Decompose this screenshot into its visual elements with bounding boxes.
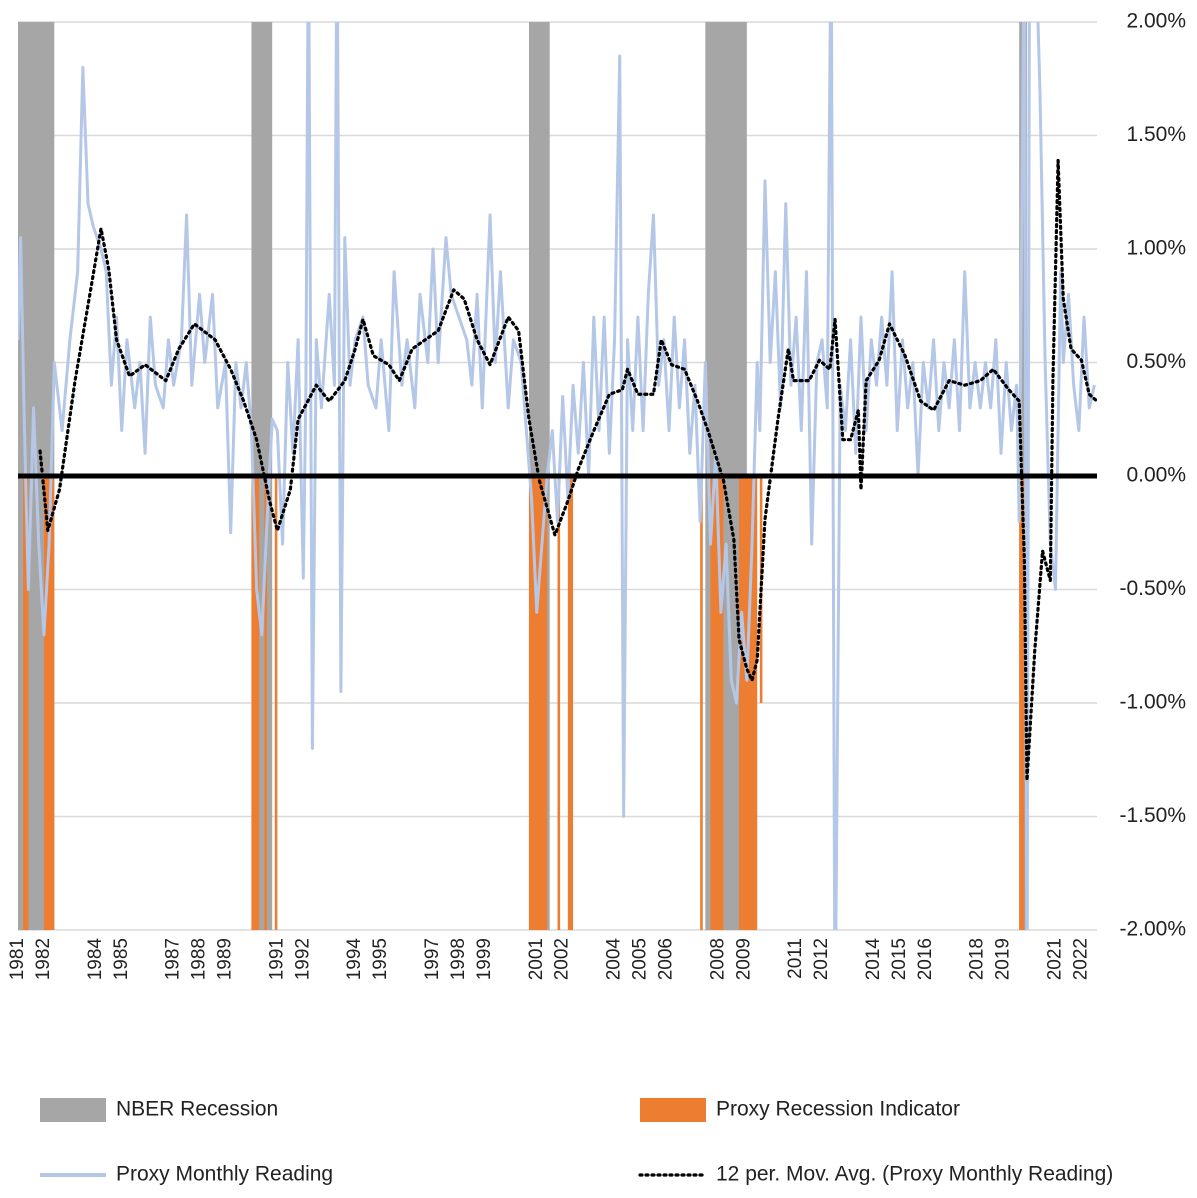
x-tick-label: 1982 (33, 938, 54, 980)
legend-swatch (640, 1098, 706, 1122)
x-tick-label: 2016 (915, 938, 936, 980)
x-tick-label: 1992 (292, 938, 313, 980)
x-tick-label: 2009 (733, 938, 754, 980)
x-tick-label: 2001 (526, 938, 547, 980)
x-tick-label: 1989 (215, 938, 236, 980)
indicator-bar (251, 476, 260, 930)
x-tick-label: 1998 (448, 938, 469, 980)
x-tick-label: 1999 (474, 938, 495, 980)
x-tick-label: 1987 (163, 938, 184, 980)
legend: NBER Recession Proxy Recession Indicator P… (40, 1098, 1113, 1186)
indicator-bar (710, 476, 724, 930)
x-tick-label: 1988 (189, 938, 210, 980)
y-tick-label: 0.50% (1126, 350, 1186, 373)
y-tick-label: -1.00% (1119, 691, 1186, 714)
axes: -2.00% -1.50% -1.00% -0.50% 0.00% 0.50% 1.00% 1… (7, 10, 1186, 981)
x-tick-label: 1991 (266, 938, 287, 980)
indicator-bar (739, 476, 758, 930)
y-tick-label: 0.00% (1126, 464, 1186, 487)
y-tick-label: 2.00% (1126, 10, 1186, 33)
x-tick-label: 2015 (889, 938, 910, 980)
x-tick-label: 2005 (630, 938, 651, 980)
x-tick-label: 1981 (7, 938, 28, 980)
x-tick-label: 1995 (370, 938, 391, 980)
x-tick-label: 2004 (604, 938, 625, 981)
legend-label: NBER Recession (116, 1098, 278, 1121)
indicator-bar (1019, 476, 1025, 930)
x-tick-label: 2012 (811, 938, 832, 980)
x-tick-label: 1984 (85, 938, 106, 981)
x-tick-label: 1994 (344, 938, 365, 981)
legend-swatch (40, 1098, 106, 1122)
moving-average-line (38, 158, 1097, 782)
x-tick-label: 2002 (552, 938, 573, 980)
x-tick-label: 2008 (707, 938, 728, 980)
indicator-bar (264, 476, 267, 930)
monthly-line (18, 22, 1096, 930)
y-tick-label: -0.50% (1119, 577, 1186, 600)
legend-label: 12 per. Mov. Avg. (Proxy Monthly Reading… (716, 1163, 1113, 1186)
x-tick-label: 2006 (655, 938, 676, 980)
x-tick-label: 2014 (863, 938, 884, 981)
x-tick-label: 2018 (967, 938, 988, 980)
indicator-bar (43, 476, 55, 930)
indicator-bar (567, 476, 574, 930)
x-tick-label: 1997 (422, 938, 443, 980)
y-tick-label: 1.50% (1126, 123, 1186, 146)
indicator-bar (700, 476, 703, 930)
x-tick-label: 2011 (785, 938, 806, 979)
indicator-bar (23, 476, 29, 930)
x-tick-label: 2019 (993, 938, 1014, 980)
x-tick-label: 2021 (1045, 938, 1066, 980)
x-tick-label: 2022 (1070, 938, 1091, 980)
indicator-bar (557, 476, 561, 930)
plot-area (18, 22, 1097, 930)
y-tick-label: -2.00% (1119, 918, 1186, 941)
indicator-bar (528, 476, 548, 930)
y-tick-label: 1.00% (1126, 237, 1186, 260)
legend-label: Proxy Recession Indicator (716, 1098, 960, 1121)
indicator-bar (274, 476, 278, 930)
x-tick-label: 1985 (111, 938, 132, 980)
legend-label: Proxy Monthly Reading (116, 1163, 333, 1186)
y-tick-label: -1.50% (1119, 804, 1186, 827)
